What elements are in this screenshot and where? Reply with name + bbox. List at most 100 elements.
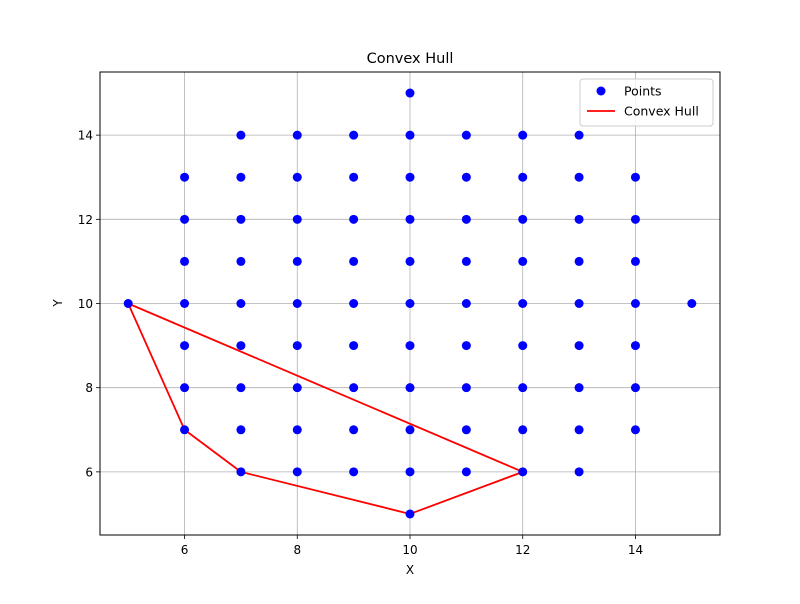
data-point [180, 214, 190, 224]
data-point [349, 299, 359, 308]
data-point [349, 214, 359, 224]
data-point [180, 425, 190, 435]
data-point [292, 214, 302, 224]
x-axis-ticks: 6 8 10 12 14 [181, 535, 643, 557]
data-point [630, 425, 640, 435]
data-point [236, 467, 246, 477]
legend-box [579, 78, 714, 127]
data-point [405, 509, 415, 519]
data-point [461, 341, 471, 351]
data-point [630, 214, 640, 224]
legend-points-label: Points [624, 84, 662, 99]
data-point [405, 256, 415, 266]
data-point [349, 130, 359, 140]
legend-points-marker [596, 86, 606, 96]
data-point [574, 172, 584, 182]
chart-title: Convex Hull [367, 51, 454, 67]
data-point [461, 214, 471, 224]
x-tick-label: 10 [402, 543, 417, 557]
data-point [236, 214, 246, 224]
data-point [461, 299, 471, 308]
data-point [630, 256, 640, 266]
data-point [518, 383, 528, 393]
x-tick-label: 12 [515, 543, 530, 557]
hull-layer [127, 302, 524, 515]
data-point [292, 256, 302, 266]
data-point [461, 172, 471, 182]
data-point [236, 299, 246, 308]
data-point [574, 256, 584, 266]
data-point [349, 341, 359, 351]
x-axis-label: X [406, 563, 414, 577]
data-point [236, 130, 246, 140]
y-tick-label: 6 [85, 465, 93, 479]
data-point [630, 341, 640, 351]
data-point [123, 299, 133, 308]
data-point [180, 172, 190, 182]
points-layer [123, 88, 697, 519]
y-axis-ticks: 6 8 10 12 14 [78, 129, 100, 479]
data-point [574, 214, 584, 224]
data-point [461, 130, 471, 140]
data-point [630, 172, 640, 182]
data-point [236, 172, 246, 182]
legend-hull-label: Convex Hull [624, 104, 699, 119]
y-tick-label: 14 [78, 129, 93, 143]
data-point [180, 256, 190, 266]
data-point [687, 299, 697, 308]
data-point [518, 130, 528, 140]
data-point [236, 341, 246, 351]
data-point [349, 256, 359, 266]
data-point [405, 130, 415, 140]
data-point [574, 467, 584, 477]
data-point [574, 341, 584, 351]
y-tick-label: 10 [78, 297, 93, 311]
data-point [405, 467, 415, 477]
data-point [405, 299, 415, 308]
data-point [292, 341, 302, 351]
data-point [292, 172, 302, 182]
data-point [292, 467, 302, 477]
data-point [574, 299, 584, 308]
x-tick-label: 8 [293, 543, 301, 557]
data-point [405, 88, 415, 98]
data-point [405, 383, 415, 393]
data-point [349, 467, 359, 477]
data-point [518, 341, 528, 351]
data-point [461, 467, 471, 477]
data-point [180, 383, 190, 393]
data-point [518, 172, 528, 182]
data-point [461, 256, 471, 266]
data-point [292, 299, 302, 308]
data-point [236, 383, 246, 393]
y-tick-label: 8 [85, 381, 93, 395]
x-tick-label: 14 [628, 543, 643, 557]
convex-hull-line [127, 302, 524, 515]
data-point [574, 425, 584, 435]
data-point [405, 214, 415, 224]
data-point [349, 425, 359, 435]
data-point [405, 172, 415, 182]
data-point [461, 425, 471, 435]
y-tick-label: 12 [78, 213, 93, 227]
x-tick-label: 6 [181, 543, 189, 557]
legend: Points Convex Hull [579, 78, 714, 127]
data-point [574, 383, 584, 393]
data-point [518, 214, 528, 224]
y-axis-label: Y [51, 299, 65, 308]
data-point [405, 425, 415, 435]
data-point [349, 383, 359, 393]
data-point [630, 299, 640, 308]
data-point [349, 172, 359, 182]
data-point [236, 425, 246, 435]
data-point [405, 341, 415, 351]
data-point [518, 425, 528, 435]
data-point [630, 383, 640, 393]
data-point [180, 299, 190, 308]
data-point [236, 256, 246, 266]
data-point [518, 256, 528, 266]
data-point [292, 425, 302, 435]
data-point [292, 383, 302, 393]
